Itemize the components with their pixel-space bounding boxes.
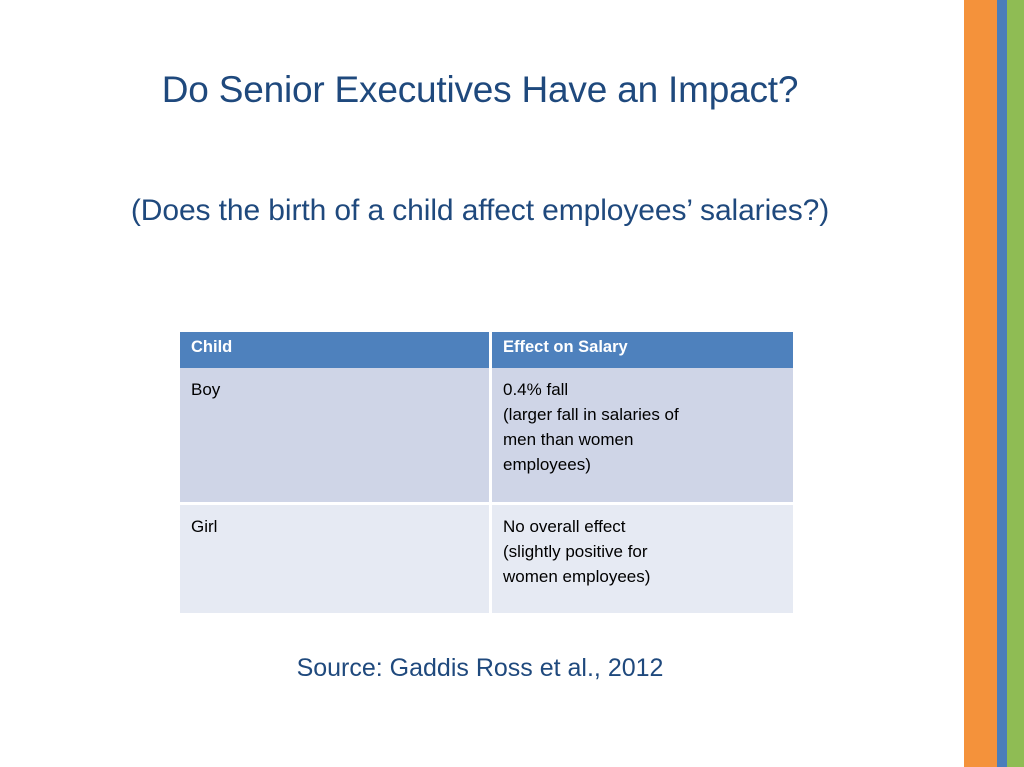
impact-table: Child Effect on Salary Boy 0.4% fall (la… bbox=[180, 332, 793, 613]
source-citation: Source: Gaddis Ross et al., 2012 bbox=[296, 654, 664, 682]
table-row: Girl No overall effect (slightly positiv… bbox=[180, 503, 793, 613]
cell-line: (slightly positive for bbox=[503, 542, 648, 561]
cell-line: men than women bbox=[503, 430, 634, 449]
green-stripe bbox=[1007, 0, 1024, 767]
cell-effect-girl: No overall effect (slightly positive for… bbox=[490, 503, 793, 613]
cell-line: (larger fall in salaries of bbox=[503, 405, 679, 424]
table-row: Boy 0.4% fall (larger fall in salaries o… bbox=[180, 368, 793, 505]
edge-stripe-decoration bbox=[964, 0, 1024, 767]
page-title: Do Senior Executives Have an Impact? bbox=[161, 69, 799, 110]
table-header-row: Child Effect on Salary bbox=[180, 332, 793, 368]
cell-line: 0.4% fall bbox=[503, 380, 569, 399]
cell-child-boy: Boy bbox=[180, 368, 492, 505]
column-header-child: Child bbox=[180, 332, 492, 368]
cell-child-girl: Girl bbox=[180, 503, 492, 613]
cell-line: women employees) bbox=[503, 567, 651, 586]
page-subtitle: (Does the birth of a child affect employ… bbox=[130, 194, 830, 227]
column-header-effect-on-salary: Effect on Salary bbox=[490, 332, 793, 368]
blue-stripe bbox=[997, 0, 1007, 767]
cell-line: employees) bbox=[503, 455, 591, 474]
cell-effect-boy: 0.4% fall (larger fall in salaries of me… bbox=[490, 368, 793, 505]
slide-content: Do Senior Executives Have an Impact? (Do… bbox=[130, 69, 830, 682]
table-header: Child Effect on Salary bbox=[180, 332, 793, 368]
orange-stripe bbox=[964, 0, 997, 767]
cell-line: No overall effect bbox=[503, 517, 626, 536]
table-body: Boy 0.4% fall (larger fall in salaries o… bbox=[180, 368, 793, 613]
